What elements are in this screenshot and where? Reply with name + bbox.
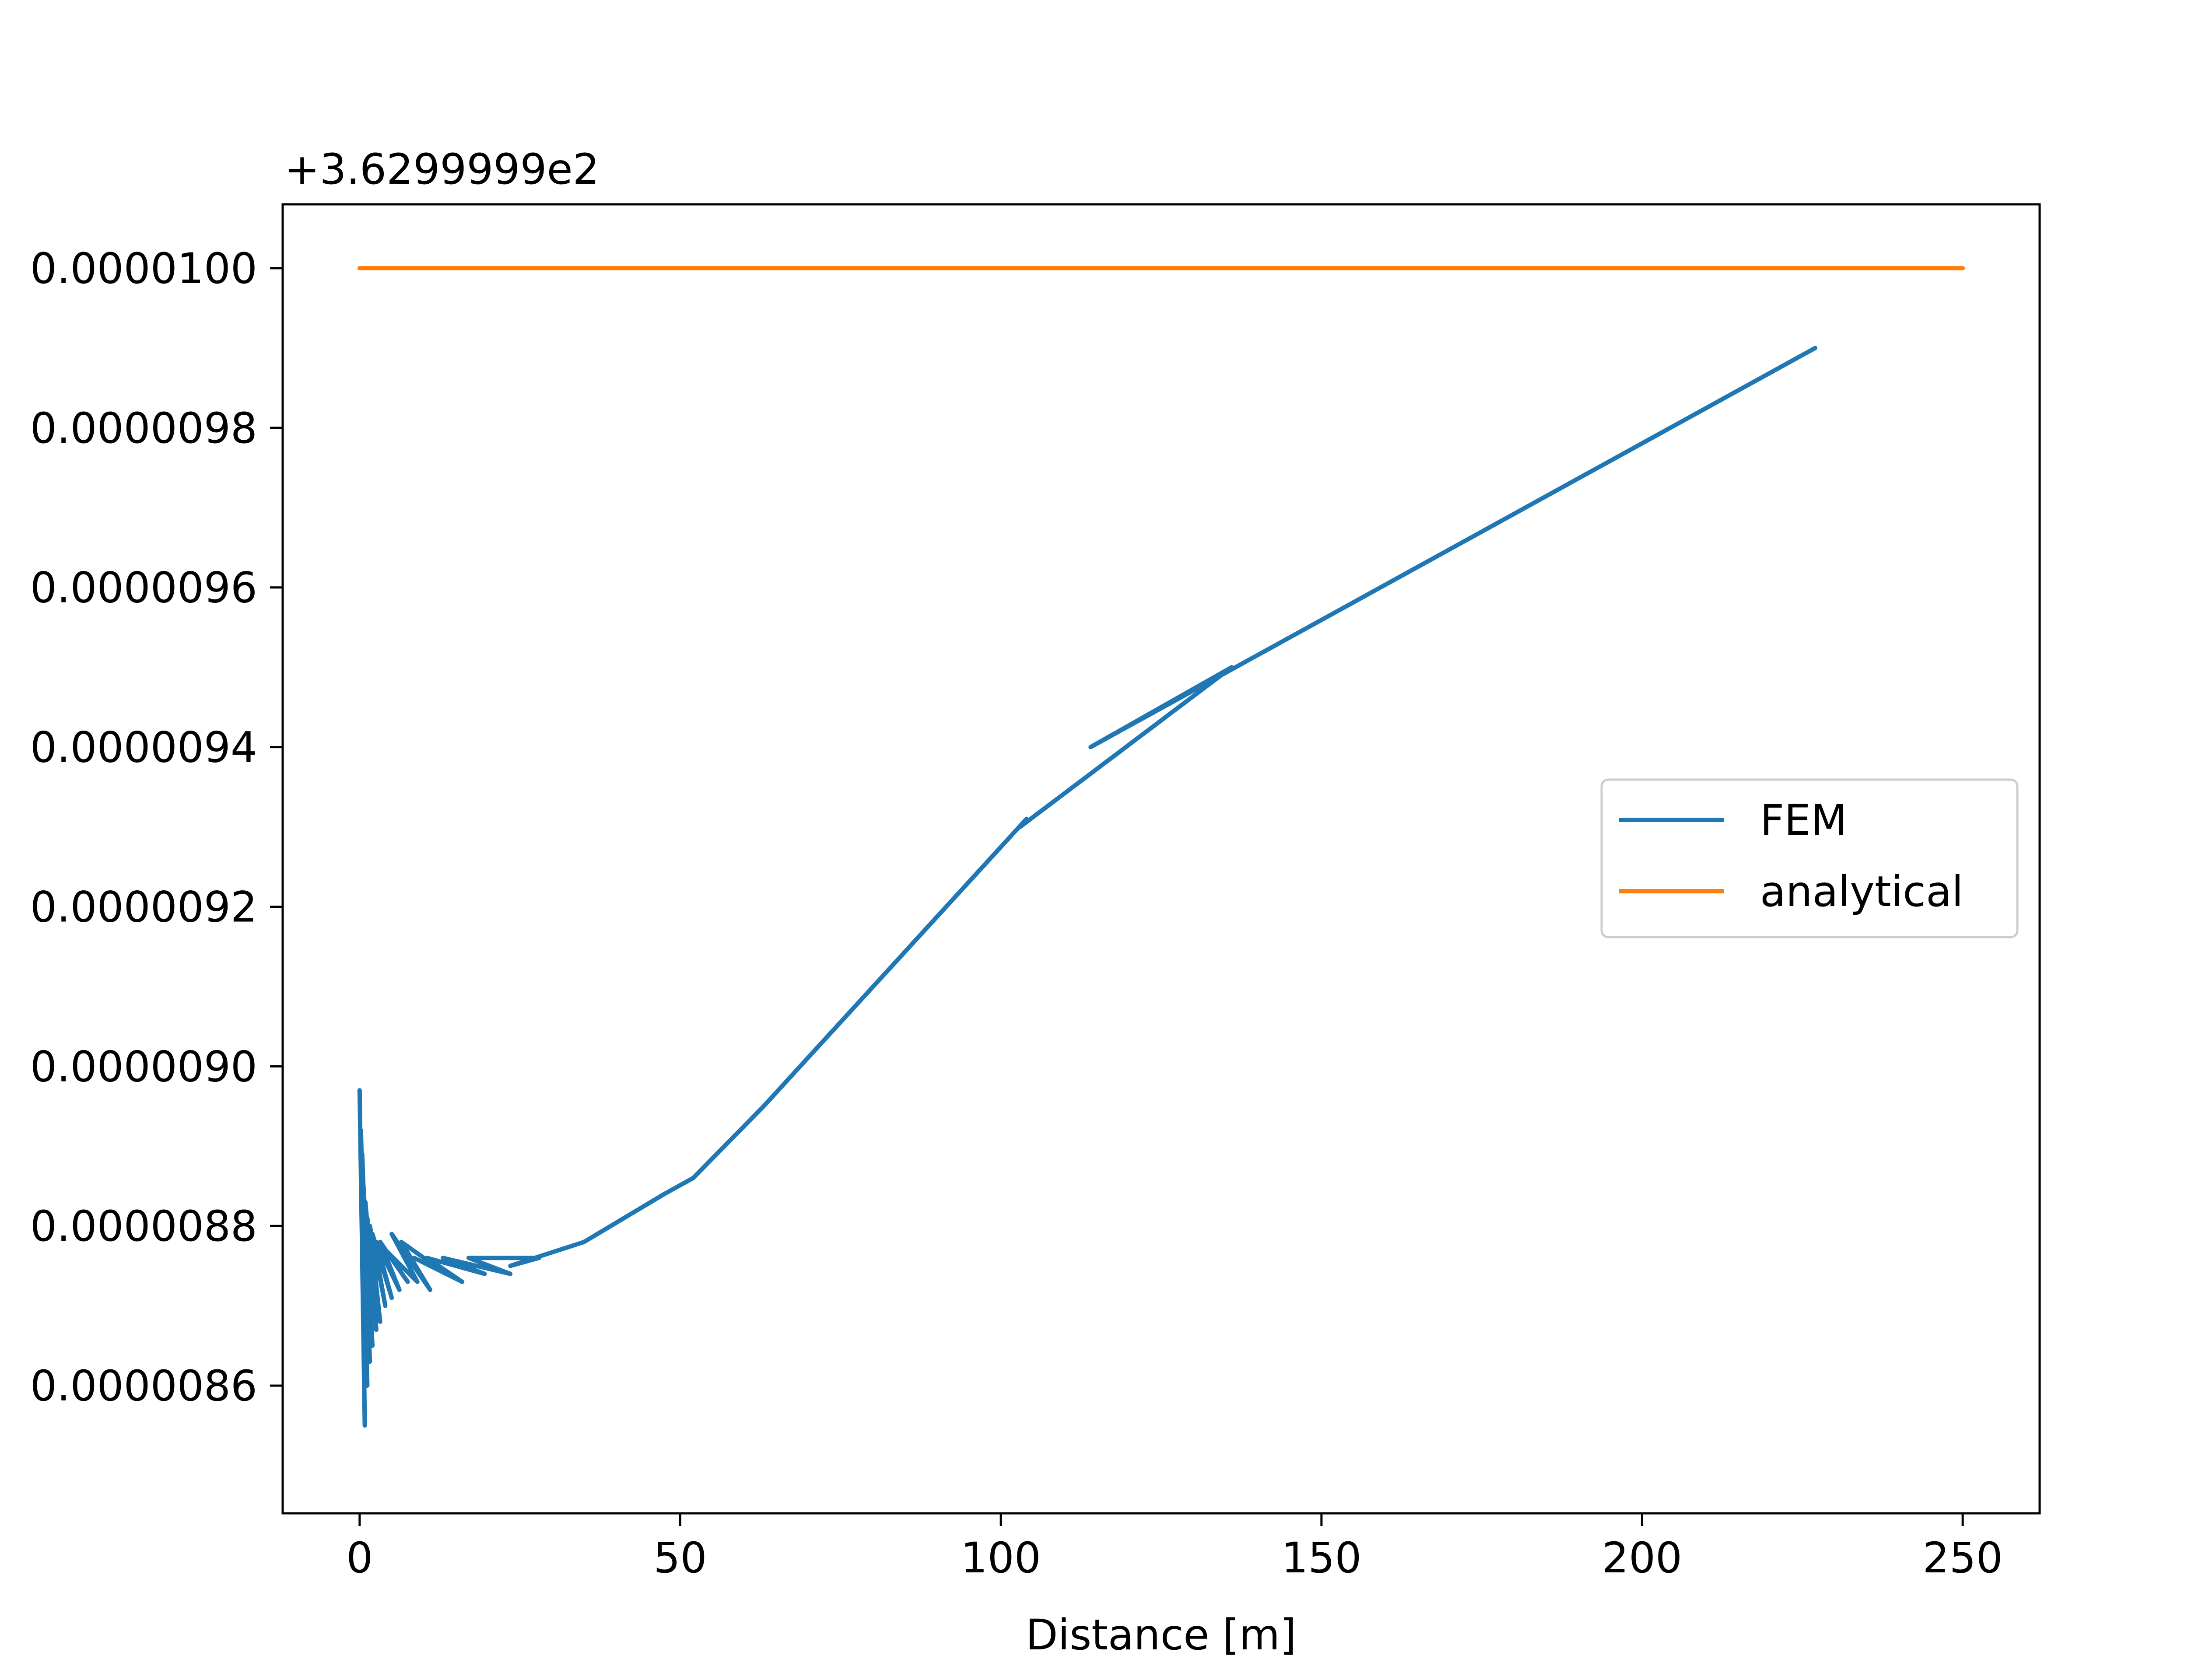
x-tick-label: 100 xyxy=(961,1533,1041,1582)
series-line-fem xyxy=(357,346,1818,1428)
y-offset-text: +3.6299999e2 xyxy=(284,145,600,194)
x-tick-label: 150 xyxy=(1281,1533,1361,1582)
series-layer xyxy=(357,266,1965,1428)
y-tick-label: 0.0000098 xyxy=(30,404,257,453)
legend-label-fem: FEM xyxy=(1760,796,1847,845)
y-tick-label: 0.0000088 xyxy=(30,1202,257,1251)
plot-frame xyxy=(281,203,2041,1515)
y-tick-label: 0.0000096 xyxy=(30,564,257,612)
y-tick-label: 0.0000090 xyxy=(30,1042,257,1091)
x-axis-label: Distance [m] xyxy=(1026,1610,1297,1659)
x-tick-label: 50 xyxy=(653,1533,707,1582)
x-tick-label: 200 xyxy=(1602,1533,1682,1582)
y-tick-label: 0.0000094 xyxy=(30,723,257,772)
x-ticks: 0 50 100 150 200 250 xyxy=(346,1513,2003,1582)
legend-label-analytical: analytical xyxy=(1760,867,1964,916)
x-tick-label: 250 xyxy=(1923,1533,2003,1582)
y-tick-label: 0.0000086 xyxy=(30,1362,257,1410)
y-tick-label: 0.0000100 xyxy=(30,244,257,293)
y-tick-label: 0.0000092 xyxy=(30,882,257,931)
y-ticks: 0.0000086 0.0000088 0.0000090 0.0000092 0.00… xyxy=(30,244,283,1410)
legend: FEM analytical xyxy=(1600,778,2019,938)
x-tick-label: 0 xyxy=(346,1533,373,1582)
